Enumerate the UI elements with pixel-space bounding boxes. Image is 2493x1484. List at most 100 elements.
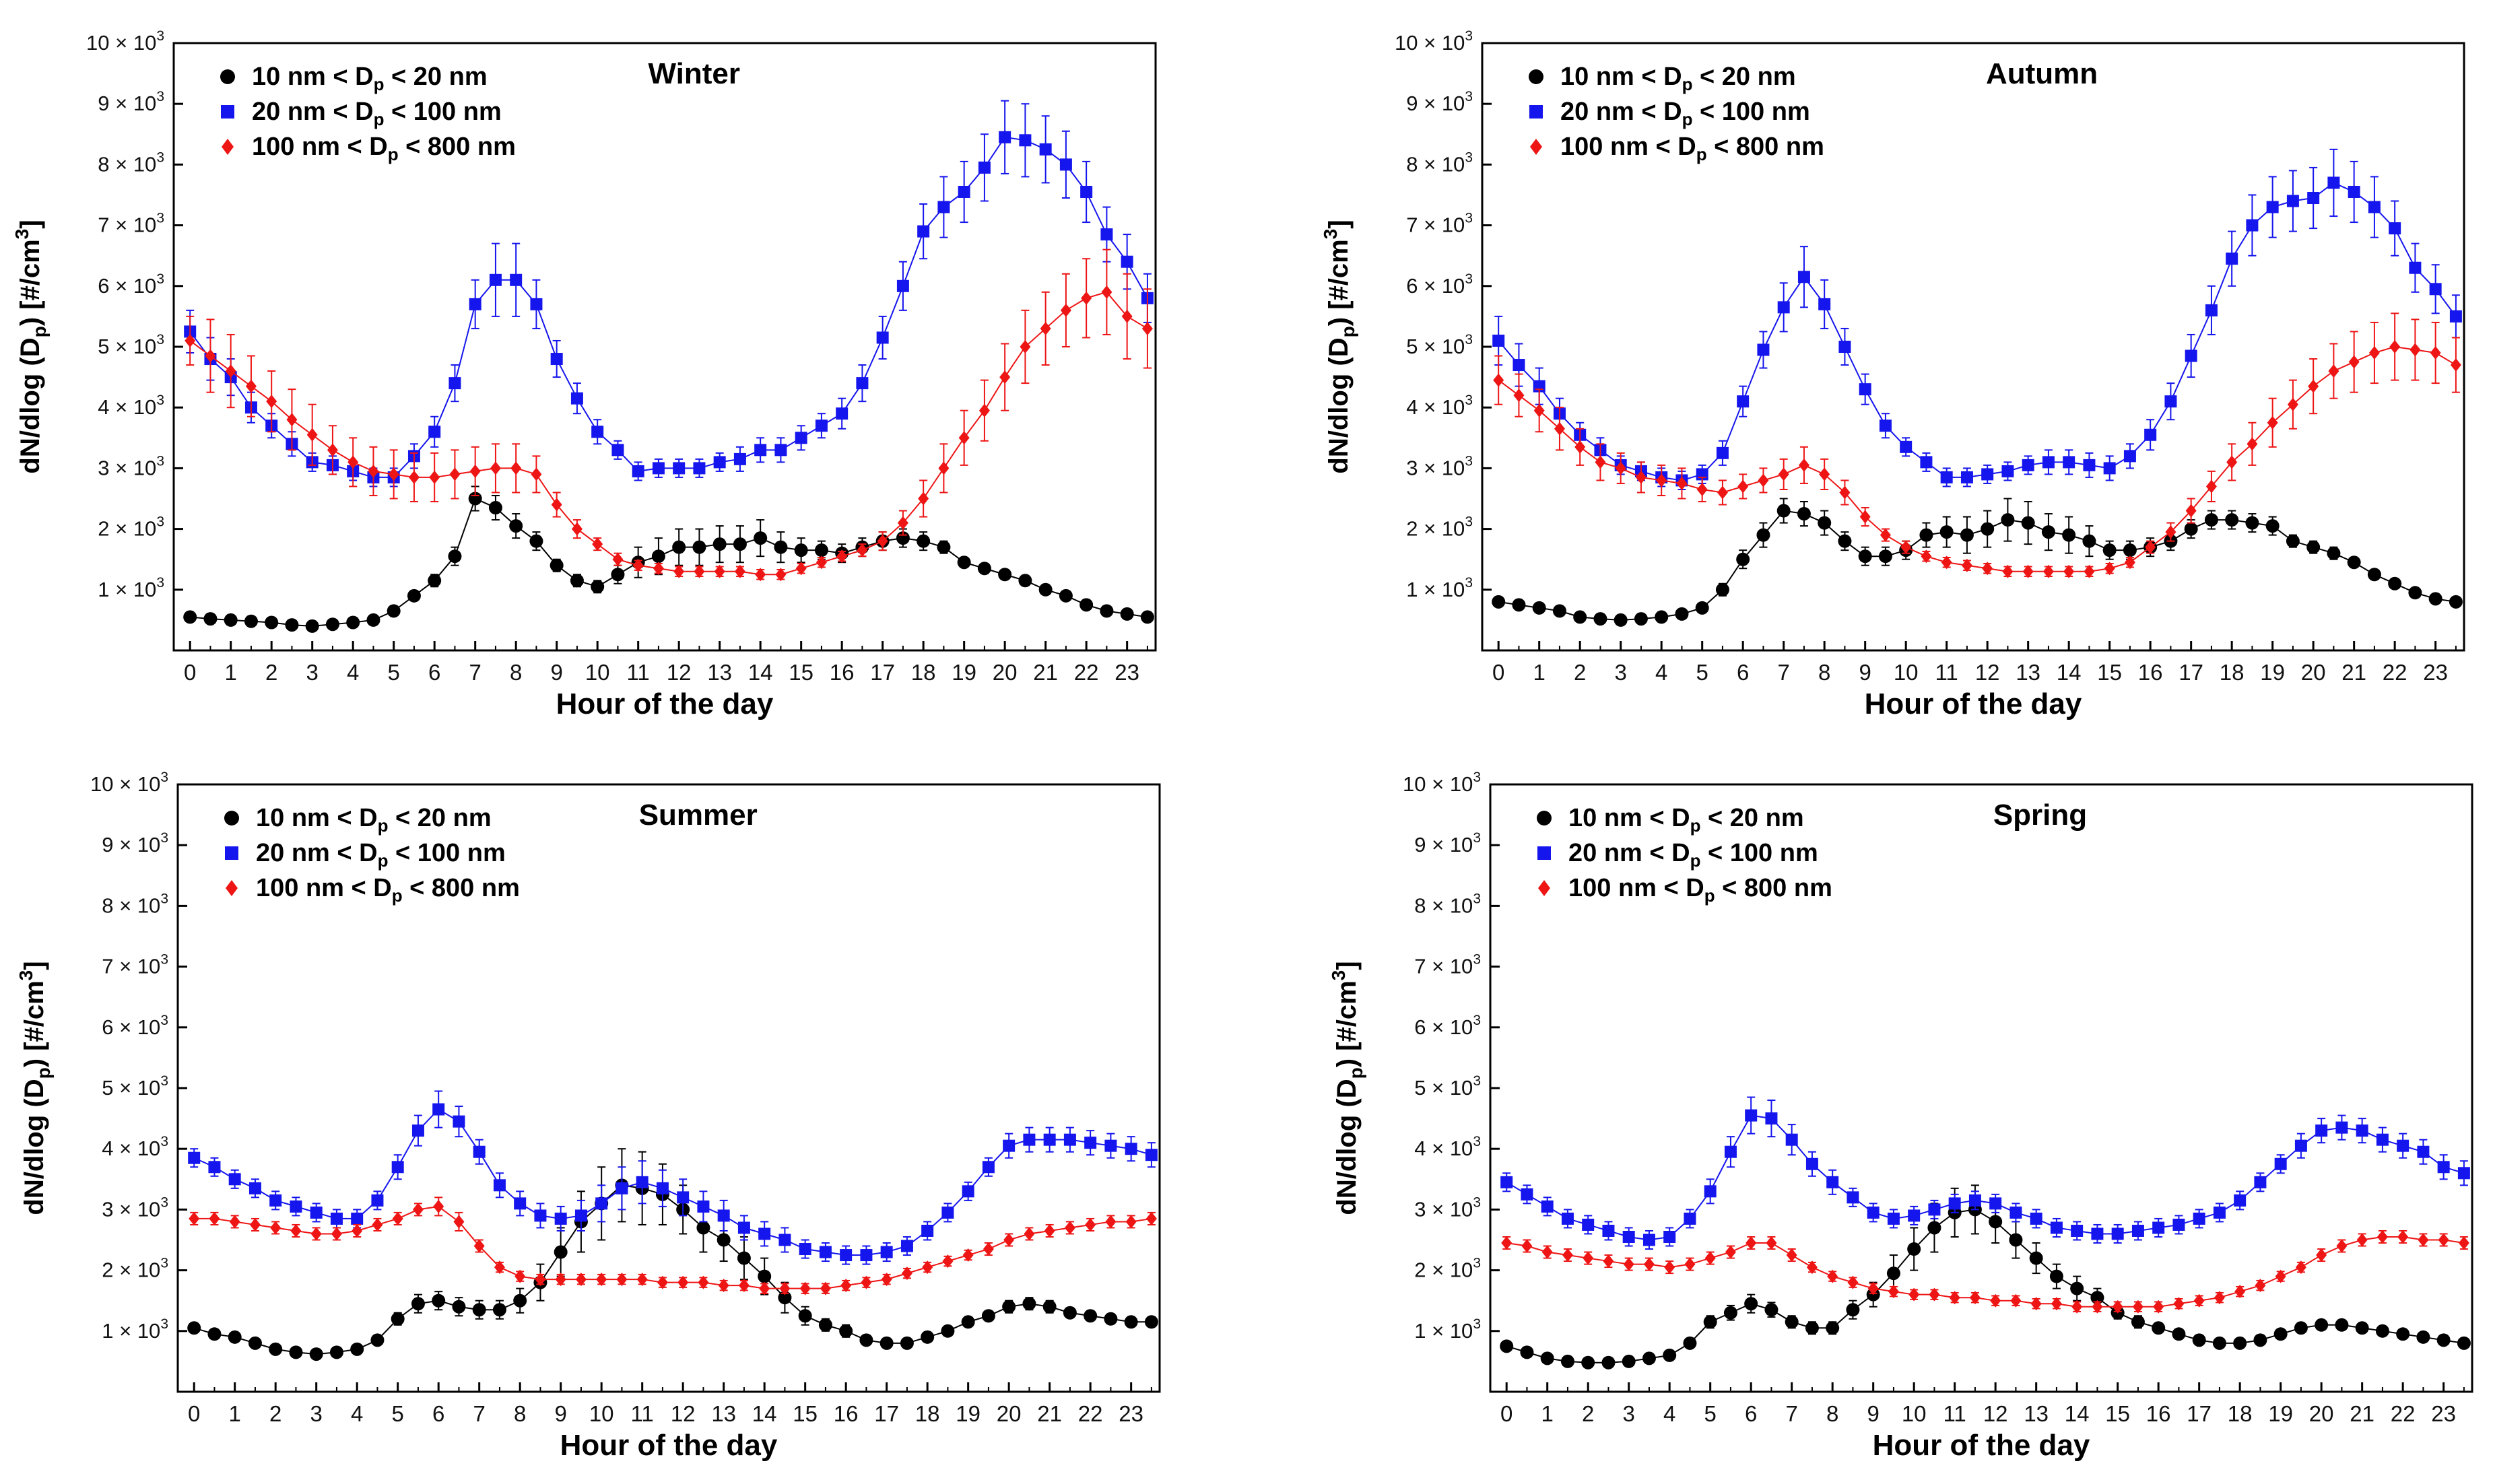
y-tick-label: 8 × 103 bbox=[1414, 891, 1481, 917]
x-tick-label: 22 bbox=[2391, 1401, 2416, 1426]
data-point bbox=[392, 1211, 403, 1225]
data-point bbox=[2389, 340, 2401, 353]
data-point bbox=[1060, 303, 1071, 317]
data-point bbox=[2001, 465, 2014, 477]
data-point bbox=[652, 462, 665, 475]
x-tick-label: 12 bbox=[667, 660, 692, 685]
y-tick-label: 3 × 103 bbox=[1406, 453, 1473, 479]
x-tick-label: 15 bbox=[2097, 660, 2122, 685]
data-point bbox=[2070, 1281, 2084, 1295]
x-tick-label: 8 bbox=[1826, 1401, 1838, 1426]
data-point bbox=[816, 555, 827, 570]
data-point bbox=[611, 568, 625, 582]
data-point bbox=[448, 377, 461, 390]
data-point bbox=[2205, 304, 2218, 316]
x-tick-label: 1 bbox=[1533, 660, 1545, 685]
data-point bbox=[978, 161, 991, 174]
data-point bbox=[596, 1273, 607, 1287]
data-point bbox=[1675, 607, 1689, 621]
legend-label: 100 nm < Dp < 800 nm bbox=[252, 133, 516, 164]
data-point bbox=[1541, 1200, 1554, 1213]
data-point bbox=[978, 403, 990, 417]
data-point bbox=[677, 1275, 689, 1289]
data-point bbox=[737, 1221, 750, 1234]
data-point bbox=[2255, 1279, 2266, 1293]
data-point bbox=[2409, 261, 2422, 274]
data-point bbox=[305, 619, 319, 633]
data-point bbox=[1684, 1212, 1696, 1225]
data-point bbox=[998, 568, 1012, 582]
data-point bbox=[2368, 346, 2380, 360]
data-point bbox=[1921, 549, 1932, 564]
y-tick-label: 6 × 103 bbox=[98, 271, 164, 298]
data-point bbox=[350, 1342, 364, 1356]
data-point bbox=[819, 1246, 832, 1258]
data-point bbox=[225, 364, 236, 378]
x-tick-label: 10 bbox=[1902, 1401, 1927, 1426]
series-line bbox=[1506, 1209, 2465, 1363]
data-point bbox=[249, 1217, 261, 1232]
data-point bbox=[2051, 1297, 2062, 1311]
data-point bbox=[1595, 455, 1606, 469]
data-point bbox=[2294, 1321, 2308, 1335]
data-point bbox=[433, 1199, 444, 1213]
data-point bbox=[306, 428, 318, 442]
data-point bbox=[2418, 1233, 2429, 1247]
x-tick-label: 1 bbox=[229, 1401, 241, 1426]
data-point bbox=[1785, 1133, 1798, 1146]
data-point bbox=[962, 1185, 974, 1198]
data-point bbox=[1725, 1245, 1736, 1259]
x-tick-label: 10 bbox=[1894, 660, 1919, 685]
x-tick-label: 6 bbox=[1737, 660, 1749, 685]
data-point bbox=[205, 349, 216, 363]
series-2 bbox=[189, 1196, 1157, 1295]
data-point bbox=[840, 1249, 853, 1262]
data-point bbox=[1737, 479, 1749, 494]
y-tick-label: 10 × 103 bbox=[1403, 770, 1481, 796]
data-point bbox=[1757, 343, 1770, 356]
x-tick-label: 8 bbox=[510, 660, 522, 685]
data-point bbox=[2063, 564, 2075, 578]
data-point bbox=[1878, 549, 1892, 564]
data-point bbox=[961, 1315, 975, 1329]
data-point bbox=[1797, 507, 1811, 521]
data-point bbox=[632, 558, 644, 572]
data-point bbox=[1104, 1312, 1118, 1326]
data-point bbox=[1908, 1287, 1920, 1302]
data-point bbox=[1859, 510, 1871, 524]
data-point bbox=[1776, 504, 1791, 518]
panel-summer: 1 × 103 2 × 103 3 × 103 4 × 103 5 × 103 6 × 1… bbox=[15, 770, 1161, 1462]
data-point bbox=[2204, 513, 2218, 527]
data-point bbox=[1513, 359, 1525, 372]
data-point bbox=[1574, 440, 1586, 454]
legend-label: 100 nm < Dp < 800 nm bbox=[1568, 874, 1832, 906]
data-point bbox=[2274, 1157, 2287, 1170]
legend-label: 100 nm < Dp < 800 nm bbox=[256, 874, 520, 906]
data-point bbox=[1948, 1197, 1961, 1210]
legend-item: 20 nm < Dp < 100 nm bbox=[221, 98, 502, 129]
data-point bbox=[1826, 1176, 1839, 1188]
data-point bbox=[942, 1254, 954, 1269]
data-point bbox=[411, 1124, 424, 1137]
data-point bbox=[2327, 546, 2341, 560]
data-point bbox=[1655, 610, 1669, 624]
data-point bbox=[876, 331, 889, 344]
data-point bbox=[795, 562, 807, 576]
data-point bbox=[372, 1217, 383, 1232]
data-point bbox=[880, 1246, 893, 1258]
data-point bbox=[881, 1273, 892, 1287]
data-point bbox=[2308, 379, 2319, 393]
data-point bbox=[2049, 1269, 2063, 1283]
y-tick-label: 2 × 103 bbox=[1414, 1256, 1481, 1282]
y-tick-label: 4 × 103 bbox=[1406, 393, 1473, 419]
data-point bbox=[310, 1227, 322, 1241]
data-point bbox=[2265, 519, 2280, 533]
data-point bbox=[352, 1223, 363, 1238]
x-tick-label: 19 bbox=[952, 660, 976, 685]
data-point bbox=[2042, 456, 2055, 469]
data-point bbox=[1798, 458, 1809, 472]
data-point bbox=[2376, 1229, 2388, 1244]
data-point bbox=[286, 413, 298, 427]
data-point bbox=[509, 519, 523, 533]
